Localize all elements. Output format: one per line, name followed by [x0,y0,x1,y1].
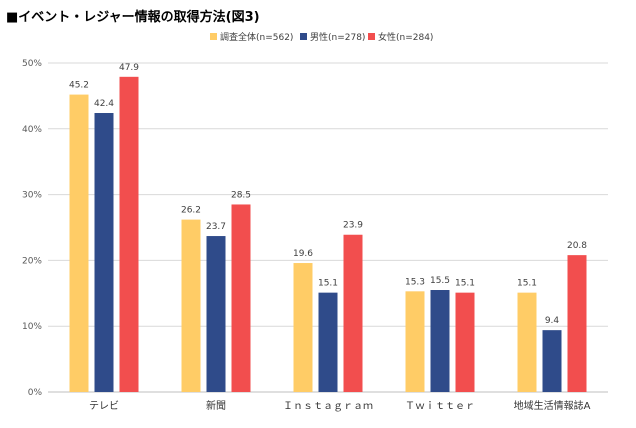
bar [119,76,139,393]
legend-label: 男性(n=278) [310,31,365,43]
data-label: 23.9 [343,221,363,231]
data-label: 15.1 [455,279,475,289]
bar [181,219,201,392]
data-label: 45.2 [69,81,89,91]
bar [293,263,313,392]
y-tick-label: 30% [22,191,42,201]
data-label: 20.8 [567,241,587,251]
bar [405,291,425,392]
bar [94,113,114,393]
data-label: 23.7 [206,222,226,232]
legend-swatch [300,33,307,40]
bar [567,255,587,392]
x-category-label: 地域生活情報誌A [514,399,591,412]
y-tick-label: 50% [22,59,42,69]
data-label: 15.5 [430,276,450,286]
bar [542,330,562,392]
legend: 調査全体(n=562) 男性(n=278) 女性(n=284) [210,31,433,43]
y-tick-label: 20% [22,256,42,266]
bar [206,236,226,392]
x-category-label: テレビ [89,400,119,412]
x-category-label: Ｔｗｉｔｔｅｒ [405,400,475,412]
y-tick-label: 40% [22,125,42,135]
legend-swatch [368,33,375,40]
y-axis: 0% 10% 20% 30% 40% 50% [22,59,42,398]
data-label: 47.9 [119,63,139,73]
x-category-label: 新聞 [206,399,226,412]
data-label: 9.4 [545,316,560,326]
bar [455,292,475,392]
data-label: 15.1 [318,279,338,289]
data-label: 15.3 [405,277,425,287]
legend-label: 調査全体(n=562) [220,31,293,43]
bar [231,204,251,392]
chart-title: ■イベント・レジャー情報の取得方法(図3) [6,10,260,25]
data-label: 42.4 [94,99,114,109]
data-label: 15.1 [517,279,537,289]
x-category-label: Ｉｎｓｔａｇｒａｍ [283,401,373,412]
y-tick-label: 0% [28,388,43,398]
x-axis: テレビ 新聞 Ｉｎｓｔａｇｒａｍ Ｔｗｉｔｔｅｒ 地域生活情報誌A [89,399,591,412]
bar [69,94,89,393]
data-label: 26.2 [181,206,201,216]
bar [517,292,537,392]
y-tick-label: 10% [22,322,42,332]
bars: 45.2 42.4 47.9 26.2 23.7 28.5 19.6 15.1 23.9 15.3… [69,63,587,393]
bar [430,290,450,392]
legend-swatch [210,33,217,40]
data-label: 19.6 [293,249,313,259]
data-label: 28.5 [231,190,251,200]
legend-label: 女性(n=284) [378,31,433,43]
bar [343,234,363,392]
bar [318,292,338,392]
